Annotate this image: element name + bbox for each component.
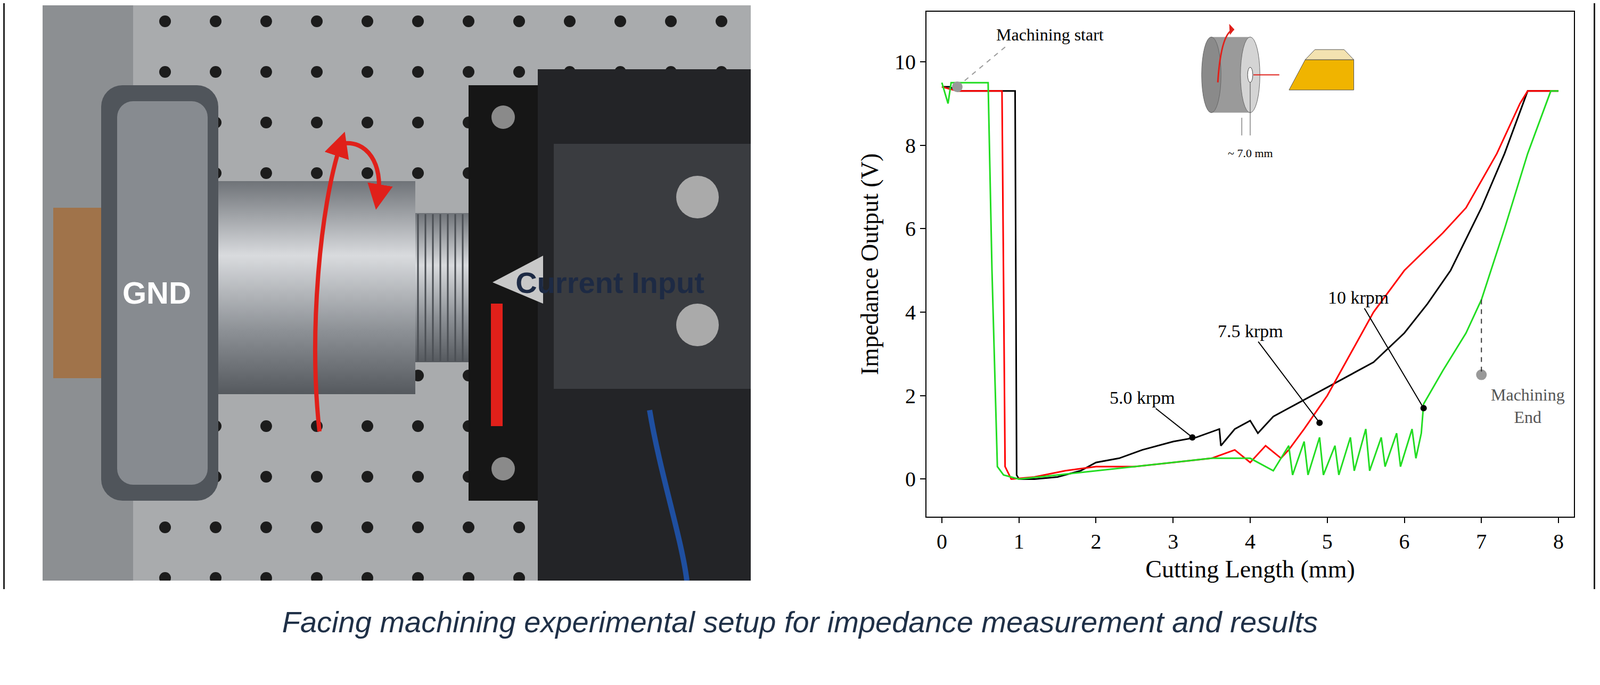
html-text:Facing machining experimental: Facing machining experimental setup for … bbox=[282, 604, 1318, 639]
svg-text:Impedance Output (V): Impedance Output (V) bbox=[856, 153, 884, 375]
svg-text:5.0 krpm: 5.0 krpm bbox=[1109, 387, 1176, 408]
svg-text:0: 0 bbox=[905, 466, 916, 491]
svg-text:2: 2 bbox=[905, 383, 916, 408]
svg-text:3: 3 bbox=[1167, 529, 1179, 554]
svg-text:Machining start: Machining start bbox=[996, 25, 1104, 45]
svg-text:10 krpm: 10 krpm bbox=[1327, 287, 1389, 308]
svg-text:1: 1 bbox=[1013, 529, 1025, 554]
svg-text:MachiningEnd: MachiningEnd bbox=[1490, 384, 1565, 427]
svg-text:~ 7.0 mm: ~ 7.0 mm bbox=[1227, 146, 1274, 160]
svg-text:5: 5 bbox=[1322, 529, 1333, 554]
svg-text:2: 2 bbox=[1090, 529, 1102, 554]
svg-text:4: 4 bbox=[905, 300, 916, 325]
svg-text:GND: GND bbox=[122, 275, 192, 310]
svg-text:7.5 krpm: 7.5 krpm bbox=[1217, 321, 1284, 341]
svg-text:Current Input: Current Input bbox=[515, 265, 705, 300]
svg-text:8: 8 bbox=[905, 133, 916, 158]
svg-text:4: 4 bbox=[1244, 529, 1256, 554]
svg-text:10: 10 bbox=[894, 50, 916, 75]
svg-text:0: 0 bbox=[936, 529, 948, 554]
svg-text:7: 7 bbox=[1475, 529, 1487, 554]
svg-text:6: 6 bbox=[1399, 529, 1410, 554]
svg-text:8: 8 bbox=[1553, 529, 1564, 554]
svg-text:Cutting Length (mm): Cutting Length (mm) bbox=[1145, 555, 1356, 583]
svg-text:6: 6 bbox=[905, 216, 916, 241]
